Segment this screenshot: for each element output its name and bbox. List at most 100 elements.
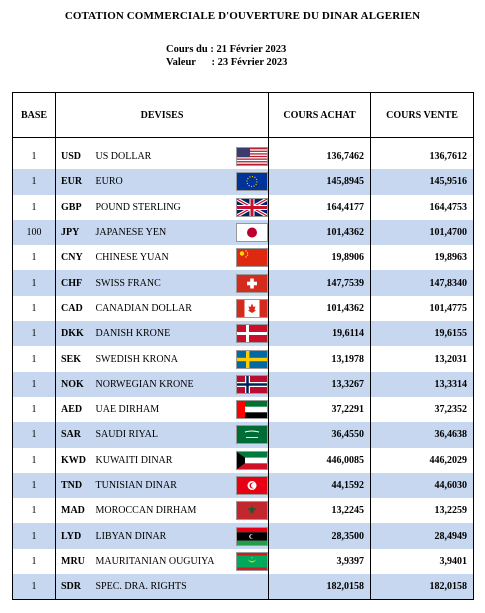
currency-code: EUR [55, 169, 94, 195]
valeur-date-line: Valeur : 23 Février 2023 [166, 57, 288, 68]
flag-cell [233, 270, 270, 296]
flag-cell [233, 422, 270, 448]
cours-vente-cell: 13,3314 [370, 371, 475, 397]
table-row: 1 LYD LIBYAN DINAR 28,3500 28,4949 [12, 523, 475, 549]
table-row: 1 AED UAE DIRHAM 37,2291 37,2352 [12, 396, 475, 423]
currency-name: SWISS FRANC [93, 270, 234, 296]
cours-vente-cell: 145,9516 [370, 169, 475, 195]
table-row: 1 EUR EURO 145,8945 145,9516 [12, 169, 475, 195]
eu-flag-icon [234, 172, 269, 192]
base-cell: 1 [12, 422, 56, 448]
cours-vente-cell: 101,4775 [370, 295, 475, 322]
base-cell: 1 [12, 321, 56, 347]
base-cell: 1 [12, 548, 56, 575]
table-row: 1 CAD CANADIAN DOLLAR 101,4362 101,4775 [12, 295, 475, 322]
base-cell: 100 [12, 219, 56, 246]
table-row: 1 KWD KUWAITI DINAR 446,0085 446,2029 [12, 447, 475, 473]
base-cell: 1 [12, 194, 56, 220]
flag-cell [233, 447, 270, 473]
table-row: 1 GBP POUND STERLING 164,4177 164,4753 [12, 194, 475, 220]
cours-label: Cours du [166, 44, 208, 55]
cours-achat-cell: 19,6114 [268, 321, 372, 347]
cours-vente-cell: 164,4753 [370, 194, 475, 220]
currency-name: JAPANESE YEN [93, 219, 234, 246]
table-row: 1 TND TUNISIAN DINAR 44,1592 44,6030 [12, 472, 475, 499]
cours-achat-cell: 19,8906 [268, 245, 372, 271]
cours-vente-cell: 136,7612 [370, 144, 475, 170]
currency-name: NORWEGIAN KRONE [93, 371, 234, 397]
base-cell: 1 [12, 396, 56, 423]
currency-name: KUWAITI DINAR [95, 454, 173, 466]
currency-name: POUND STERLING [95, 201, 181, 213]
saudi-flag-icon [234, 425, 269, 445]
cours-achat-cell: 101,4362 [268, 219, 372, 246]
currency-code: CNY [55, 245, 94, 271]
canada-flag-icon [234, 298, 269, 318]
table-header-row: BASE DEVISES COURS ACHAT COURS VENTE [12, 92, 475, 138]
norway-flag-icon [234, 374, 269, 394]
base-cell: 1 [12, 472, 56, 499]
flag-cell [233, 194, 270, 220]
header-base: BASE [12, 92, 56, 138]
cours-vente-cell: 19,6155 [370, 321, 475, 347]
cours-achat-cell: 101,4362 [268, 295, 372, 322]
currency-name: LIBYAN DINAR [93, 523, 234, 549]
kuwait-flag-icon [234, 450, 269, 470]
currency-code: SEK [55, 346, 94, 372]
currency-code: MAD [55, 498, 94, 524]
currency-name: CHINESE YUAN [95, 252, 169, 264]
flag-cell [233, 321, 270, 347]
uk-flag-icon [234, 197, 269, 217]
cours-achat-cell: 182,0158 [268, 574, 372, 600]
currency-name: MAURITANIAN OUGUIYA [95, 555, 215, 567]
cours-vente-cell: 44,6030 [370, 472, 475, 499]
cours-vente-cell: 147,8340 [370, 270, 475, 296]
currency-code: CHF [55, 270, 94, 296]
cours-vente-cell: 101,4700 [370, 219, 475, 246]
cours-vente-cell: 446,2029 [370, 447, 475, 473]
table-row: 1 NOK NORWEGIAN KRONE 13,3267 13,3314 [12, 371, 475, 397]
mauritania-flag-icon [234, 551, 269, 571]
currency-name: CANADIAN DOLLAR [95, 302, 192, 314]
table-row: 1 DKK DANISH KRONE 19,6114 19,6155 [12, 321, 475, 347]
valeur-date: 23 Février 2023 [217, 57, 288, 68]
base-cell: 1 [12, 346, 56, 372]
table-row: 1 SAR SAUDI RIYAL 36,4550 36,4638 [12, 422, 475, 448]
cours-vente-cell: 19,8963 [370, 245, 475, 271]
cours-vente-cell: 13,2259 [370, 498, 475, 524]
cours-vente-cell: 37,2352 [370, 396, 475, 423]
flag-cell [233, 295, 270, 322]
flag-cell [233, 472, 270, 499]
base-cell: 1 [12, 144, 56, 170]
morocco-flag-icon [234, 501, 269, 521]
flag-cell [233, 523, 270, 549]
currency-name: EURO [93, 169, 234, 195]
cours-achat-cell: 44,1592 [268, 472, 372, 499]
denmark-flag-icon [234, 324, 269, 344]
valeur-label: Valeur [166, 57, 196, 68]
header-devises: DEVISES [54, 92, 270, 138]
tunisia-flag-icon [234, 476, 269, 495]
flag-cell [233, 219, 270, 246]
base-cell: 1 [12, 447, 56, 473]
cours-achat-cell: 13,3267 [268, 371, 372, 397]
libya-flag-icon [234, 526, 269, 546]
table-row: 1 SDR SPEC. DRA. RIGHTS 182,0158 182,0158 [12, 574, 475, 600]
currency-name: TUNISIAN DINAR [93, 472, 234, 499]
us-flag-icon [234, 147, 269, 167]
currency-name: SPEC. DRA. RIGHTS [93, 574, 234, 600]
table-row: 100 JPY JAPANESE YEN 101,4362 101,4700 [12, 219, 475, 246]
sweden-flag-icon [234, 349, 269, 369]
spacer-row [12, 137, 475, 144]
currency-code: SDR [55, 574, 94, 600]
currency-name: SWEDISH KRONA [95, 353, 179, 365]
cours-achat-cell: 136,7462 [268, 144, 372, 170]
flag-cell [233, 371, 270, 397]
table-row: 1 MAD MOROCCAN DIRHAM 13,2245 13,2259 [12, 498, 475, 524]
cours-vente-cell: 36,4638 [370, 422, 475, 448]
document-title: COTATION COMMERCIALE D'OUVERTURE DU DINA… [64, 10, 421, 22]
flag-cell [233, 346, 270, 372]
flag-cell [233, 498, 270, 524]
base-cell: 1 [12, 371, 56, 397]
flag-cell [233, 169, 270, 195]
